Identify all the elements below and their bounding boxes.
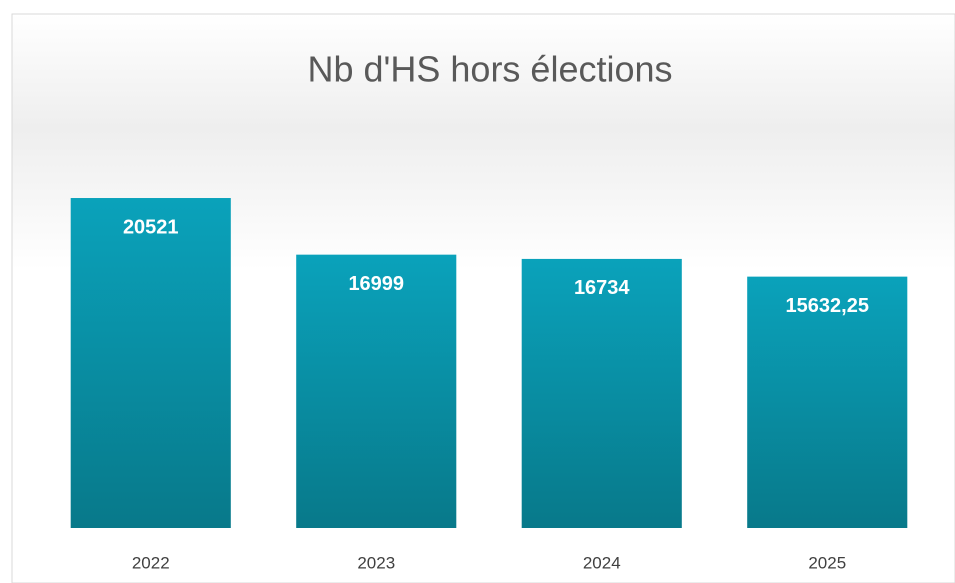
bar — [747, 276, 908, 528]
data-label: 16999 — [348, 273, 404, 295]
data-label: 20521 — [123, 216, 179, 238]
x-tick-label: 2024 — [583, 553, 621, 572]
bar — [70, 198, 231, 528]
bar — [296, 254, 457, 529]
x-tick-label: 2023 — [357, 553, 395, 572]
x-tick-label: 2022 — [132, 553, 170, 572]
bar — [521, 258, 682, 528]
chart-title: Nb d'HS hors élections — [307, 49, 672, 90]
x-tick-label: 2025 — [808, 553, 846, 572]
data-label: 16734 — [574, 277, 630, 299]
data-label: 15632,25 — [786, 295, 869, 317]
